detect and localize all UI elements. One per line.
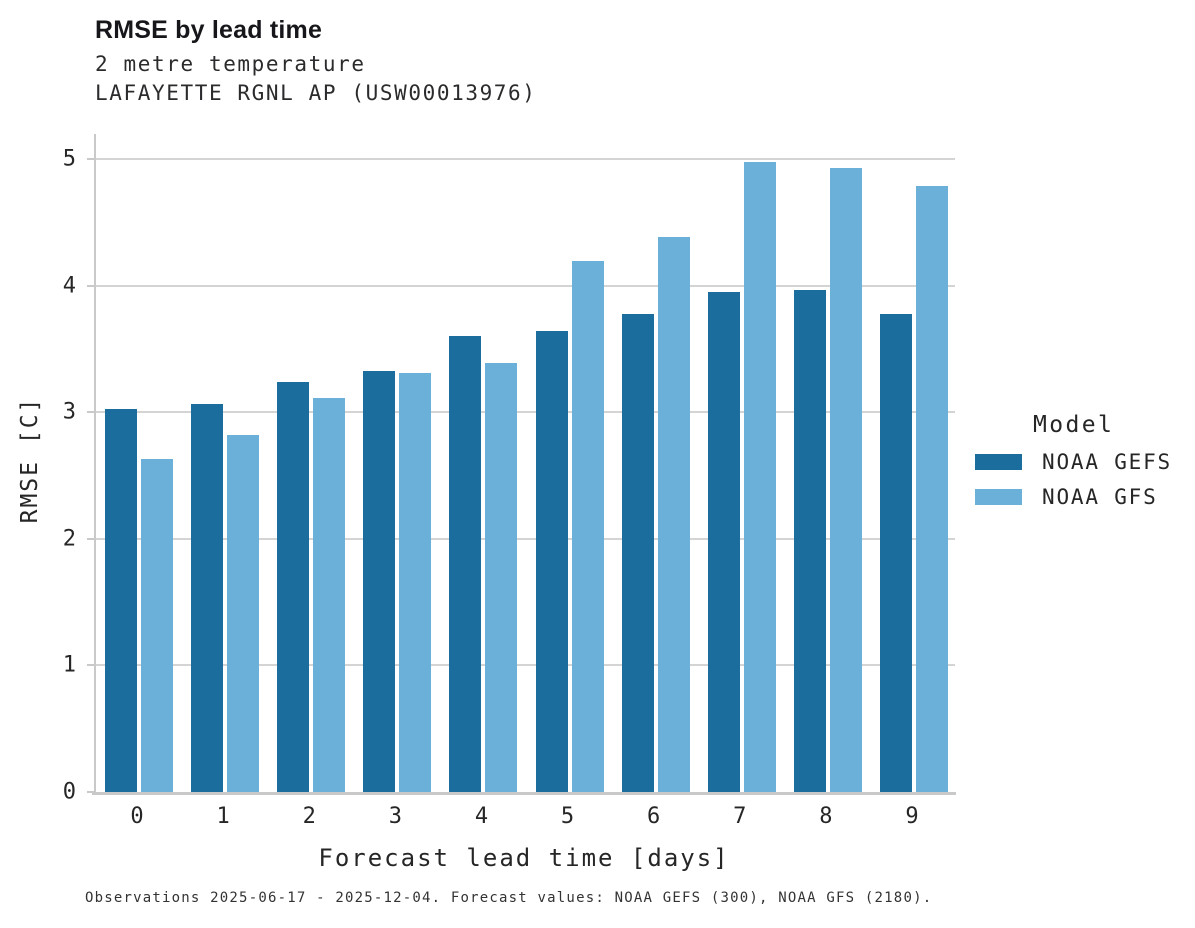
- bar-noaa-gfs-lead-1: [227, 435, 260, 792]
- x-tick-label-8: 8: [819, 804, 833, 829]
- gridline-y-1: [96, 664, 955, 667]
- bar-noaa-gfs-lead-8: [829, 168, 862, 792]
- bar-noaa-gefs-lead-2: [277, 382, 310, 792]
- bar-noaa-gfs-lead-4: [485, 363, 518, 792]
- y-tick-label-2: 2: [62, 526, 76, 552]
- x-tick-label-2: 2: [302, 804, 316, 829]
- bar-noaa-gefs-lead-4: [449, 336, 482, 792]
- bar-noaa-gfs-lead-2: [313, 398, 346, 792]
- bar-noaa-gefs-lead-5: [535, 331, 568, 792]
- chart-title: RMSE by lead time: [95, 16, 323, 44]
- bar-noaa-gefs-lead-3: [363, 370, 396, 792]
- plot-area: [94, 134, 955, 792]
- y-tick-mark-0: [87, 791, 94, 793]
- bar-noaa-gfs-lead-5: [571, 260, 604, 792]
- legend-title: Model: [1033, 412, 1115, 438]
- x-tick-label-1: 1: [216, 804, 230, 829]
- y-tick-mark-1: [87, 664, 94, 667]
- bar-noaa-gefs-lead-9: [879, 313, 912, 792]
- legend-entries: NOAA GEFS NOAA GFS: [975, 450, 1190, 509]
- y-tick-mark-5: [87, 158, 94, 161]
- bar-noaa-gfs-lead-6: [657, 236, 690, 792]
- x-tick-label-7: 7: [733, 804, 747, 829]
- y-tick-mark-2: [87, 537, 94, 540]
- legend: Model NOAA GEFS NOAA GFS: [975, 412, 1190, 524]
- x-tick-label-6: 6: [647, 804, 661, 829]
- x-tick-label-9: 9: [905, 804, 919, 829]
- bar-noaa-gfs-lead-3: [399, 373, 432, 792]
- legend-row-noaa-gfs: NOAA GFS: [975, 485, 1190, 509]
- x-tick-label-3: 3: [388, 804, 402, 829]
- bar-noaa-gfs-lead-9: [915, 185, 948, 792]
- legend-swatch-icon: [975, 489, 1022, 505]
- legend-swatch-icon: [975, 454, 1022, 470]
- x-tick-label-4: 4: [474, 804, 489, 829]
- x-tick-label-0: 0: [130, 804, 144, 829]
- chart-subtitle-variable: 2 metre temperature: [95, 52, 366, 76]
- y-tick-label-0: 0: [62, 779, 76, 805]
- y-tick-mark-3: [87, 411, 94, 414]
- gridline-y-2: [96, 537, 955, 540]
- legend-label: NOAA GEFS: [1042, 450, 1172, 474]
- legend-row-noaa-gefs: NOAA GEFS: [975, 450, 1190, 474]
- gridline-y-5: [96, 158, 955, 161]
- y-tick-label-3: 3: [62, 399, 76, 425]
- bar-noaa-gefs-lead-1: [191, 403, 224, 792]
- gridline-y-3: [96, 411, 955, 414]
- bar-noaa-gefs-lead-6: [621, 313, 654, 792]
- chart-subtitle-station: LAFAYETTE RGNL AP (USW00013976): [95, 81, 537, 105]
- bar-noaa-gfs-lead-7: [743, 161, 776, 792]
- y-tick-label-1: 1: [62, 652, 76, 678]
- y-tick-label-5: 5: [62, 146, 76, 172]
- bar-noaa-gefs-lead-0: [105, 408, 138, 792]
- gridline-y-4: [96, 284, 955, 287]
- x-tick-label-5: 5: [560, 804, 575, 829]
- footnote: Observations 2025-06-17 - 2025-12-04. Fo…: [85, 890, 933, 906]
- bar-noaa-gefs-lead-7: [707, 292, 740, 792]
- bar-noaa-gfs-lead-0: [141, 459, 174, 792]
- legend-label: NOAA GFS: [1042, 485, 1158, 509]
- x-axis-label: Forecast lead time [days]: [318, 844, 730, 872]
- y-tick-label-4: 4: [62, 273, 76, 299]
- x-axis-spine: [92, 792, 956, 795]
- y-tick-mark-4: [87, 284, 94, 287]
- bar-noaa-gefs-lead-8: [793, 289, 826, 792]
